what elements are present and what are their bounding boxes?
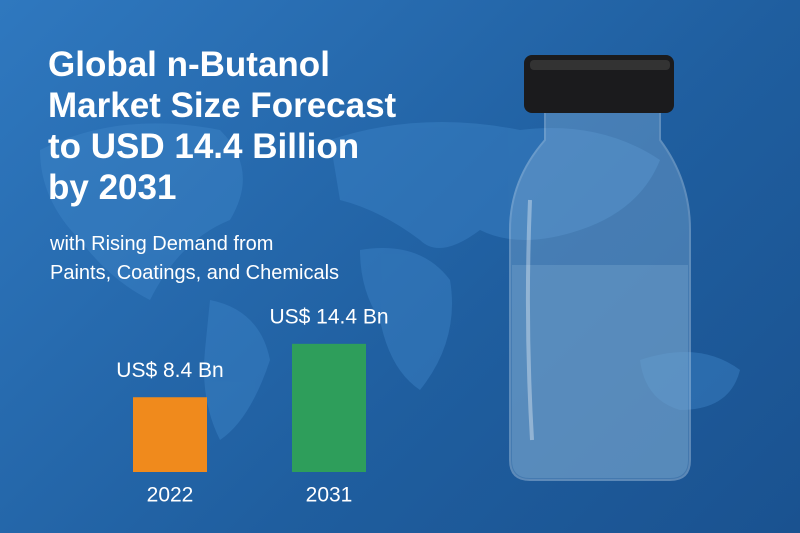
x-tick-label: 2031 [306,484,353,507]
value-label: US$ 14.4 Bn [269,305,388,328]
chart-subtitle: with Rising Demand from Paints, Coatings… [50,233,340,284]
x-tick-label: 2022 [147,484,194,507]
bar [133,397,207,472]
bar [292,343,366,472]
world-map [40,122,740,440]
chart-title: Global n-Butanol Market Size Forecast to… [48,45,397,207]
bottle [509,55,691,481]
value-label: US$ 8.4 Bn [116,359,223,382]
